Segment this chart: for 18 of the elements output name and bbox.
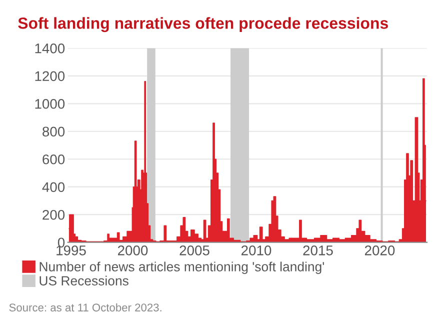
x-tick-label: 2005 <box>180 246 210 256</box>
x-tick-label: 2000 <box>118 246 148 256</box>
legend-label: US Recessions <box>40 276 128 286</box>
y-tick-label: 800 <box>42 126 65 137</box>
y-tick-label: 1400 <box>35 43 65 54</box>
chart-title: Soft landing narratives often procede recessions <box>18 17 388 32</box>
y-tick-label: 200 <box>42 210 65 220</box>
x-tick-label: 2020 <box>364 246 395 256</box>
source-note: Source: as at 11 October 2023. <box>9 303 162 312</box>
y-tick-label: 600 <box>42 154 65 164</box>
y-tick-label: 0 <box>58 238 65 248</box>
x-tick-label: 2010 <box>241 246 272 256</box>
legend-label: Number of news articles mentioning 'soft landing' <box>40 262 324 274</box>
y-tick-label: 1200 <box>35 71 65 82</box>
x-tick-label: 1995 <box>56 246 86 256</box>
y-tick-label: 1000 <box>35 98 65 109</box>
x-tick-label: 2015 <box>303 246 333 256</box>
y-tick-label: 400 <box>42 182 65 192</box>
